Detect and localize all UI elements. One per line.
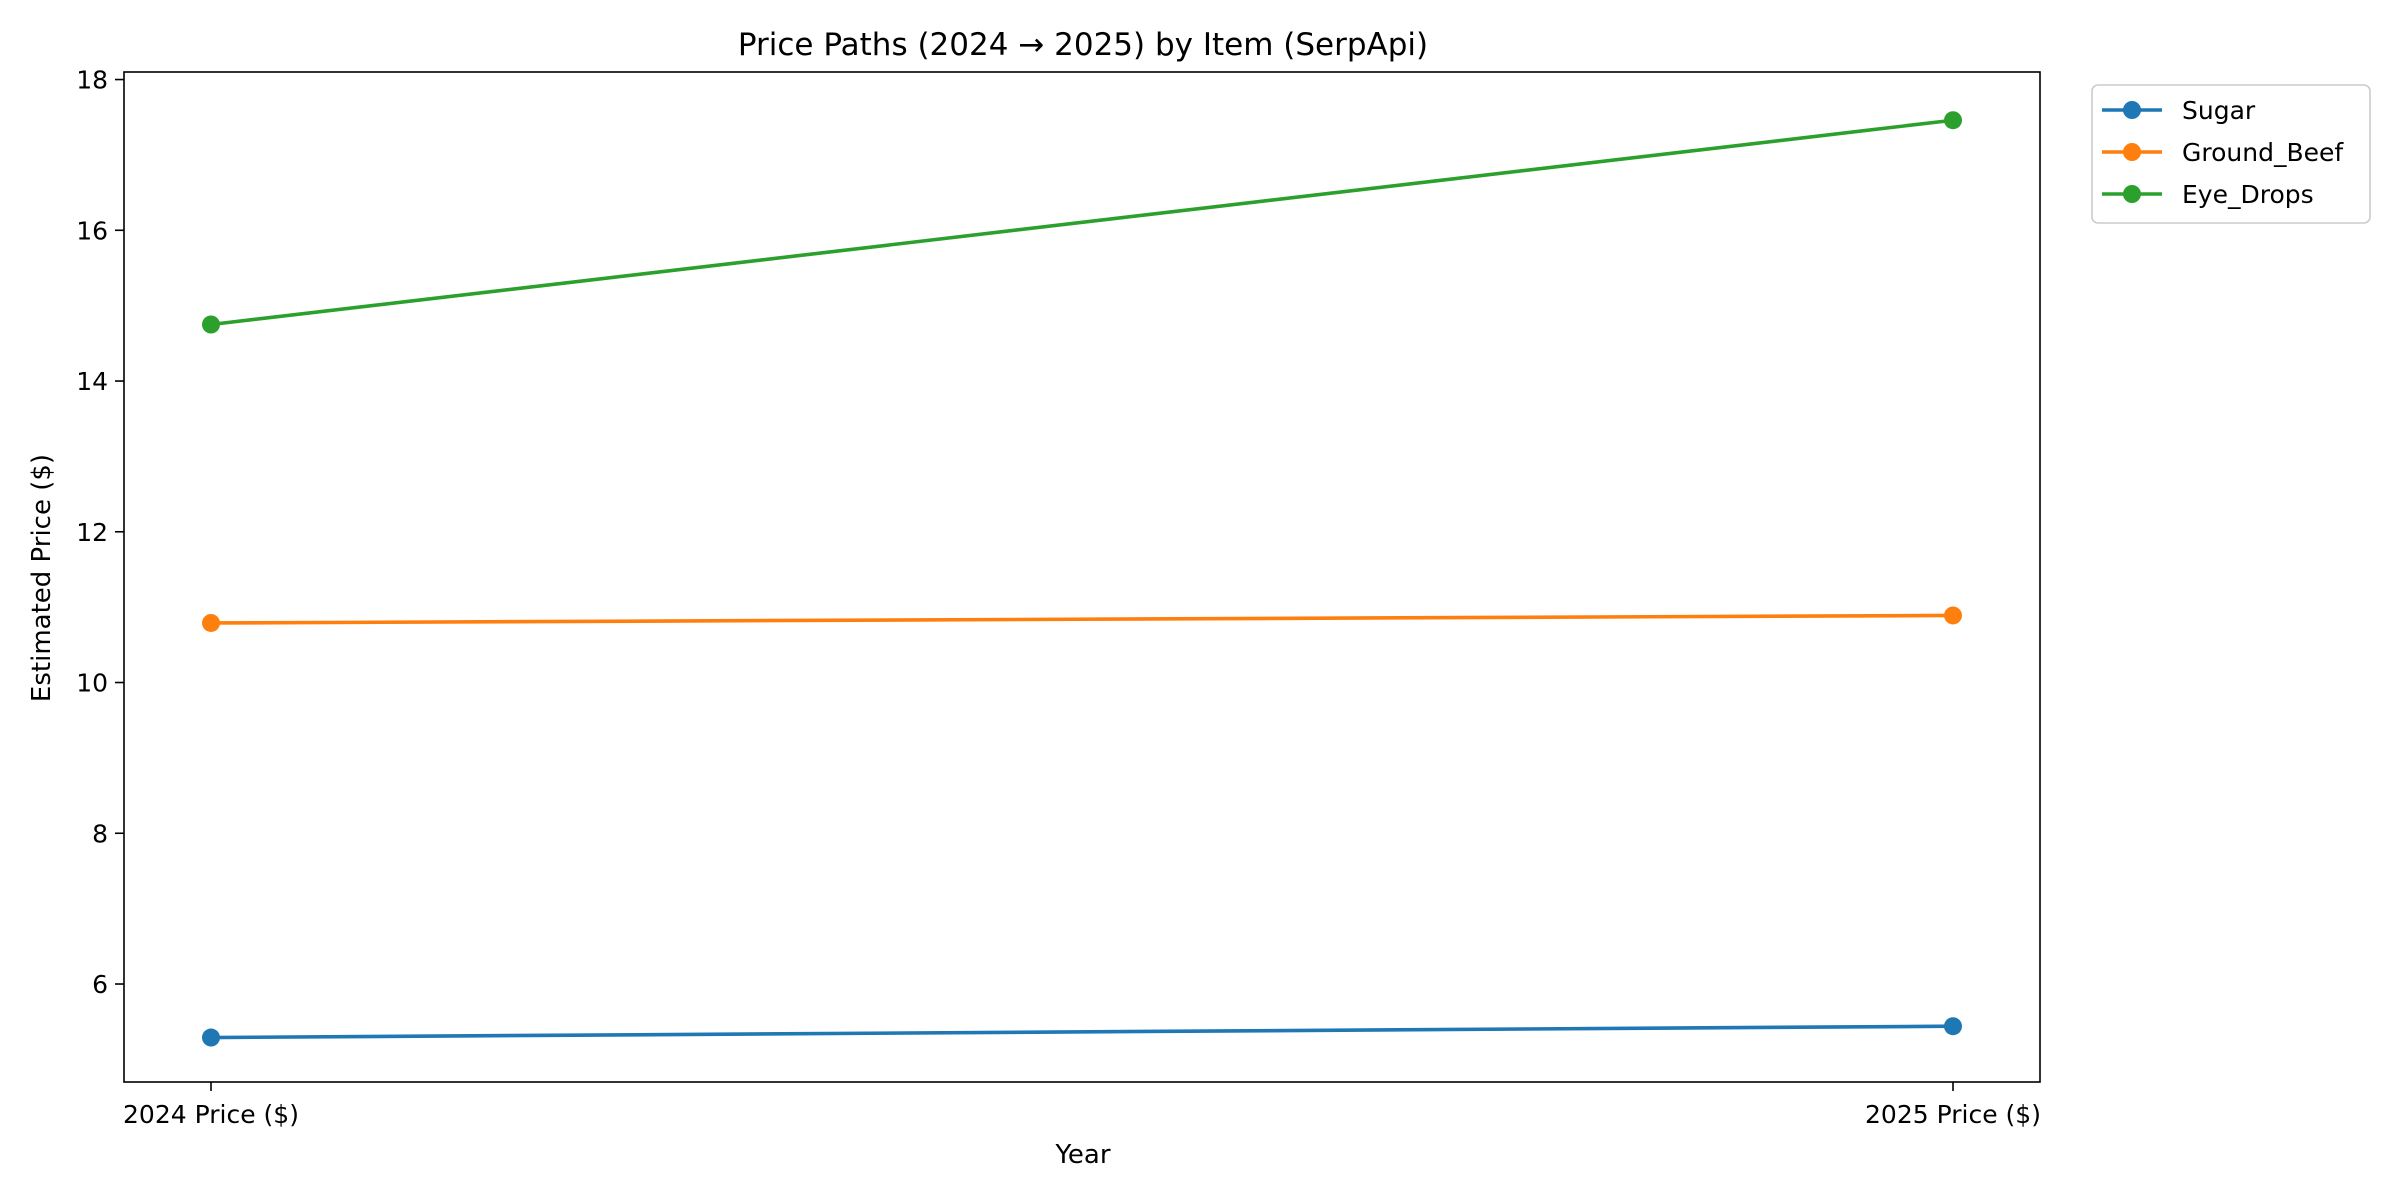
legend-label: Ground_Beef [2182, 138, 2344, 167]
x-axis: 2024 Price ($) 2025 Price ($) [123, 1082, 2041, 1129]
plot-frame [123, 71, 2041, 1083]
y-tick-label: 6 [92, 970, 108, 999]
series-layer [202, 111, 1962, 1047]
y-axis-label: Estimated Price ($) [27, 454, 57, 702]
series-line-ground_beef [210, 613, 1954, 625]
chart-title: Price Paths (2024 → 2025) by Item (SerpA… [738, 27, 1428, 63]
legend-swatch-marker [2123, 185, 2141, 203]
y-tick-label: 16 [76, 216, 108, 245]
series-line-sugar [210, 1024, 1954, 1040]
legend-swatch-marker [2123, 143, 2141, 161]
legend-frame [2091, 84, 2371, 224]
y-tick-label: 10 [76, 669, 108, 698]
y-tick-label: 8 [92, 819, 108, 848]
x-tick-label: 2025 Price ($) [1865, 1100, 2041, 1129]
y-tick-label: 12 [76, 518, 108, 547]
y-tick-label: 14 [76, 367, 108, 396]
x-axis-label: Year [1054, 1140, 1110, 1170]
data-point-ground_beef [1944, 606, 1962, 625]
data-point-sugar [202, 1028, 220, 1047]
series-line-eye_drops [210, 118, 1954, 327]
data-point-eye_drops [202, 315, 220, 334]
data-point-ground_beef [202, 613, 220, 632]
legend-label: Eye_Drops [2182, 180, 2314, 209]
legend-label: Sugar [2182, 96, 2256, 125]
legend: Sugar Ground_Beef Eye_Drops [2091, 84, 2371, 224]
x-tick-label: 2024 Price ($) [123, 1100, 299, 1129]
legend-swatch-marker [2123, 101, 2141, 119]
y-axis: 6 8 10 12 14 16 18 [76, 66, 124, 999]
y-tick-label: 18 [76, 66, 108, 95]
data-point-eye_drops [1944, 111, 1962, 130]
data-point-sugar [1944, 1017, 1962, 1036]
